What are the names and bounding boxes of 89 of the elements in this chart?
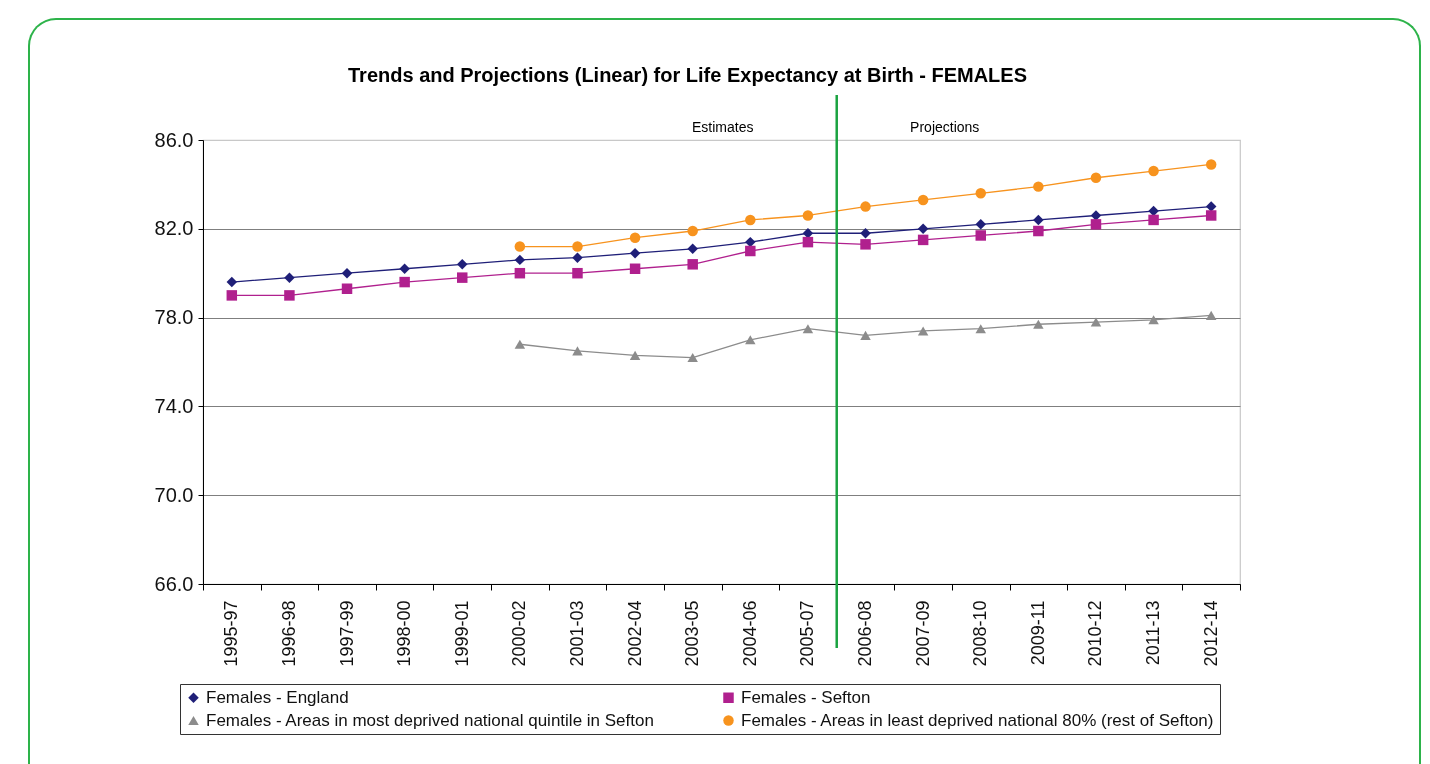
point (1033, 319, 1044, 329)
y-tick-label: 74.0 (154, 394, 194, 417)
point (1205, 210, 1217, 221)
point (399, 276, 410, 288)
x-tick-label: 1995-97 (221, 600, 242, 667)
point (572, 267, 583, 279)
y-tick-label: 78.0 (154, 306, 194, 329)
x-tick-label: 2005-07 (797, 600, 818, 667)
point (860, 330, 871, 340)
point (629, 232, 641, 243)
x-tick-label: 2012-14 (1200, 600, 1221, 667)
y-tick-label: 86.0 (154, 128, 194, 151)
point (284, 272, 295, 283)
point (1090, 172, 1102, 183)
legend-label: Females - England (206, 687, 349, 707)
point (629, 263, 641, 274)
point (860, 228, 871, 239)
point (1148, 165, 1159, 177)
point (1033, 214, 1044, 226)
point (572, 241, 583, 252)
point (1033, 225, 1044, 237)
point (226, 276, 238, 288)
point (1033, 181, 1044, 192)
x-tick-label: 2009-11 (1027, 600, 1048, 666)
x-tick-label: 1996-98 (278, 600, 299, 667)
point (802, 236, 814, 248)
point (284, 290, 295, 301)
point (917, 223, 929, 235)
point (745, 245, 756, 257)
point (341, 283, 353, 294)
y-tick-label: 70.0 (154, 483, 194, 506)
point (860, 239, 871, 250)
point (1090, 317, 1102, 327)
point (860, 201, 871, 212)
point (1090, 219, 1102, 230)
point (399, 263, 410, 274)
y-tick-label: 82.0 (154, 217, 194, 240)
x-tick-label: 2003-05 (682, 600, 703, 667)
point (687, 243, 698, 255)
y-tick-label: 66.0 (154, 572, 194, 595)
point (226, 290, 238, 301)
point (514, 254, 526, 266)
point (917, 194, 929, 206)
x-tick-label: 2001-03 (566, 600, 587, 667)
point (341, 267, 353, 279)
point (975, 324, 986, 334)
point (917, 326, 929, 336)
x-tick-label: 2010-12 (1085, 600, 1106, 667)
point (975, 230, 986, 241)
point (514, 241, 526, 252)
x-tick-label: 2000-02 (509, 600, 530, 667)
point (1205, 310, 1217, 320)
x-tick-label: 1999-01 (451, 600, 472, 667)
point (1205, 159, 1217, 170)
point (457, 259, 468, 270)
point (745, 214, 756, 226)
x-tick-label: 1998-00 (394, 600, 415, 667)
point (975, 188, 986, 199)
x-tick-label: 2004-06 (739, 600, 760, 667)
point (975, 219, 986, 230)
chart-title: Trends and Projections (Linear) for Life Expectancy at Birth - FEMALES (347, 63, 1028, 86)
point (802, 324, 814, 334)
text: Projections (910, 119, 980, 135)
x-tick-label: 2006-08 (855, 600, 876, 667)
point (514, 267, 526, 279)
point (1148, 214, 1159, 226)
point (629, 350, 641, 360)
point (572, 346, 583, 356)
x-tick-label: 2008-10 (970, 600, 991, 667)
x-tick-label: 1997-99 (336, 600, 357, 667)
point (802, 210, 814, 221)
legend-label: Females - Areas in most deprived national quintile in Sefton (206, 710, 654, 730)
point (514, 339, 526, 349)
point (572, 252, 583, 263)
point (1205, 201, 1217, 212)
x-tick-label: 2011-13 (1143, 600, 1164, 666)
point (457, 272, 468, 283)
point (687, 353, 698, 363)
point (917, 234, 929, 246)
legend-label: Females - Sefton (741, 687, 871, 707)
point (687, 259, 698, 270)
legend-label: Females - Areas in least deprived national 80% (rest of Sefton) (741, 710, 1214, 730)
point (1148, 315, 1159, 325)
point (629, 247, 641, 259)
x-tick-label: 2007-09 (912, 600, 933, 667)
point (745, 335, 756, 345)
x-tick-label: 2002-04 (624, 600, 645, 667)
point (687, 225, 698, 237)
text: Estimates (691, 119, 754, 135)
